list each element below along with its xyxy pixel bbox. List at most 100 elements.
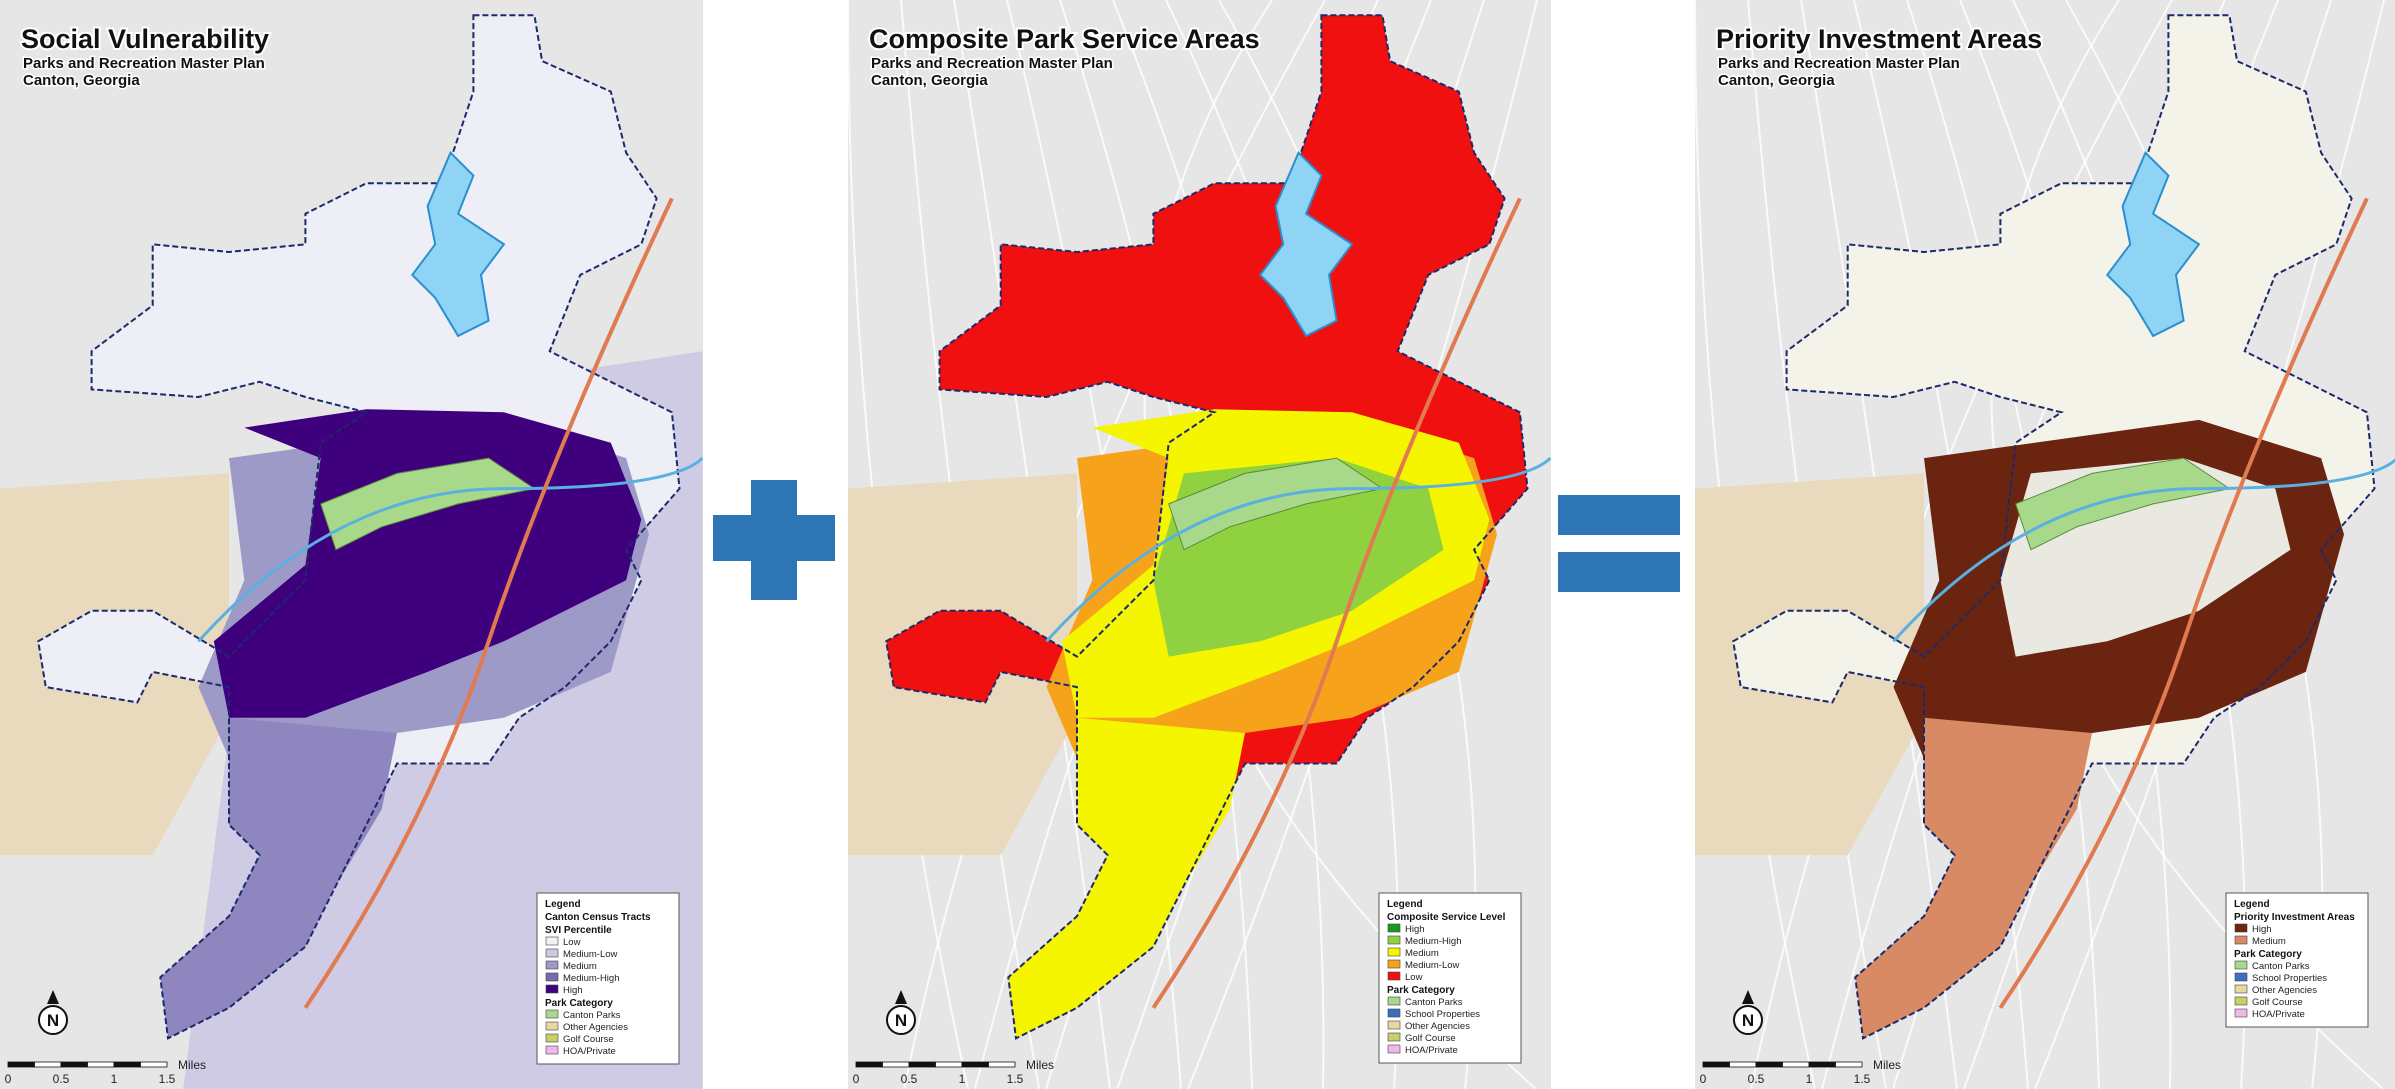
scale-label: 1.5 xyxy=(159,1072,176,1086)
legend-swatch xyxy=(1387,923,1401,933)
lake xyxy=(1258,150,1354,338)
legend-swatch xyxy=(1387,1020,1401,1030)
legend-label: Canton Parks xyxy=(1405,997,1463,1008)
legend-label: Medium-High xyxy=(1405,936,1462,947)
scale-segment xyxy=(988,1061,1016,1068)
north-label: N xyxy=(1742,1011,1754,1030)
north-arrow xyxy=(895,990,907,1004)
map-subtitle: Parks and Recreation Master Plan xyxy=(871,55,1113,72)
scale-label: 0 xyxy=(853,1072,860,1086)
legend-swatch xyxy=(545,936,559,946)
legend-swatch xyxy=(1387,959,1401,969)
scale-label: 1 xyxy=(111,1072,118,1086)
scale-label: 0.5 xyxy=(53,1072,70,1086)
legend-group-title: Park Category xyxy=(1387,985,1455,996)
scale-segment xyxy=(935,1061,963,1068)
legend-label: High xyxy=(2252,924,2272,935)
legend-heading: Legend xyxy=(545,899,581,910)
scale-label: 1 xyxy=(959,1072,966,1086)
legend-label: Other Agencies xyxy=(563,1022,628,1033)
highway xyxy=(1151,197,1522,1009)
legend-box xyxy=(536,892,680,1065)
legend-swatch xyxy=(1387,947,1401,957)
legend-swatch xyxy=(2234,984,2248,994)
scale-label: 0 xyxy=(1700,1072,1707,1086)
legend-swatch xyxy=(2234,996,2248,1006)
legend-swatch xyxy=(545,972,559,982)
scale-segment xyxy=(908,1061,936,1068)
park xyxy=(1168,457,1384,551)
legend-box xyxy=(2225,892,2369,1028)
legend-swatch xyxy=(545,960,559,970)
scale-segment xyxy=(113,1061,141,1068)
legend-label: Medium xyxy=(2252,936,2286,947)
map-location: Canton, Georgia xyxy=(23,72,140,89)
legend-label: High xyxy=(563,985,583,996)
legend-label: Canton Parks xyxy=(2252,961,2310,972)
north-arrow-circle xyxy=(1733,1005,1763,1035)
map-title: Priority Investment Areas xyxy=(1716,24,2042,54)
map-title: Composite Park Service Areas xyxy=(869,24,1260,54)
north-arrow xyxy=(1742,990,1754,1004)
legend-group-title: SVI Percentile xyxy=(545,925,612,936)
lake xyxy=(2105,150,2201,338)
legend-group-title: Park Category xyxy=(545,998,613,1009)
scale-segment xyxy=(140,1061,168,1068)
legend-label: HOA/Private xyxy=(563,1046,616,1057)
highway xyxy=(1998,197,2369,1009)
legend-group-title: Priority Investment Areas xyxy=(2234,912,2355,923)
legend-label: Golf Course xyxy=(2252,997,2303,1008)
scale-label: 0.5 xyxy=(1748,1072,1765,1086)
legend-swatch xyxy=(545,1021,559,1031)
legend-label: School Properties xyxy=(1405,1009,1480,1020)
legend-swatch xyxy=(1387,996,1401,1006)
legend-swatch xyxy=(545,984,559,994)
scale-segment xyxy=(961,1061,989,1068)
legend-swatch xyxy=(1387,971,1401,981)
scale-segment xyxy=(34,1061,62,1068)
legend-label: Medium xyxy=(1405,948,1439,959)
scale-label: 1 xyxy=(1806,1072,1813,1086)
legend: Legend Canton Census Tracts SVI Percentile… xyxy=(536,892,680,1065)
legend-label: Other Agencies xyxy=(2252,985,2317,996)
map-region xyxy=(1008,717,1245,1039)
legend-heading: Legend xyxy=(1387,899,1423,910)
map-location: Canton, Georgia xyxy=(871,72,988,89)
river xyxy=(1045,457,1551,643)
legend-group-title: Park Category xyxy=(2234,949,2302,960)
north-arrow xyxy=(47,990,59,1004)
legend-swatch xyxy=(545,1033,559,1043)
lake xyxy=(410,150,506,338)
map-region xyxy=(160,717,397,1039)
map-region xyxy=(1855,717,2092,1039)
legend-heading: Legend xyxy=(2234,899,2270,910)
map-location: Canton, Georgia xyxy=(1718,72,1835,89)
scale-segment xyxy=(87,1061,115,1068)
north-label: N xyxy=(895,1011,907,1030)
scale-segment xyxy=(1729,1061,1757,1068)
scale-label: 1.5 xyxy=(1854,1072,1871,1086)
legend-label: Low xyxy=(563,937,581,948)
river xyxy=(197,457,703,643)
scale-unit: Miles xyxy=(1873,1058,1901,1072)
legend-label: HOA/Private xyxy=(1405,1045,1458,1056)
legend-label: School Properties xyxy=(2252,973,2327,984)
legend-swatch xyxy=(545,1045,559,1055)
legend-label: Medium xyxy=(563,961,597,972)
equals-sign xyxy=(1558,495,1680,592)
park xyxy=(2015,457,2231,551)
legend-swatch xyxy=(545,948,559,958)
legend-label: Medium-High xyxy=(563,973,620,984)
north-arrow-circle xyxy=(886,1005,916,1035)
scale-segment xyxy=(1835,1061,1863,1068)
legend: Legend Priority Investment AreasHighMediu… xyxy=(2225,892,2369,1028)
legend-swatch xyxy=(1387,1008,1401,1018)
legend-label: Canton Parks xyxy=(563,1010,621,1021)
legend-label: High xyxy=(1405,924,1425,935)
legend-box xyxy=(1378,892,1522,1064)
map-subtitle: Parks and Recreation Master Plan xyxy=(23,55,265,72)
legend-label: Golf Course xyxy=(563,1034,614,1045)
